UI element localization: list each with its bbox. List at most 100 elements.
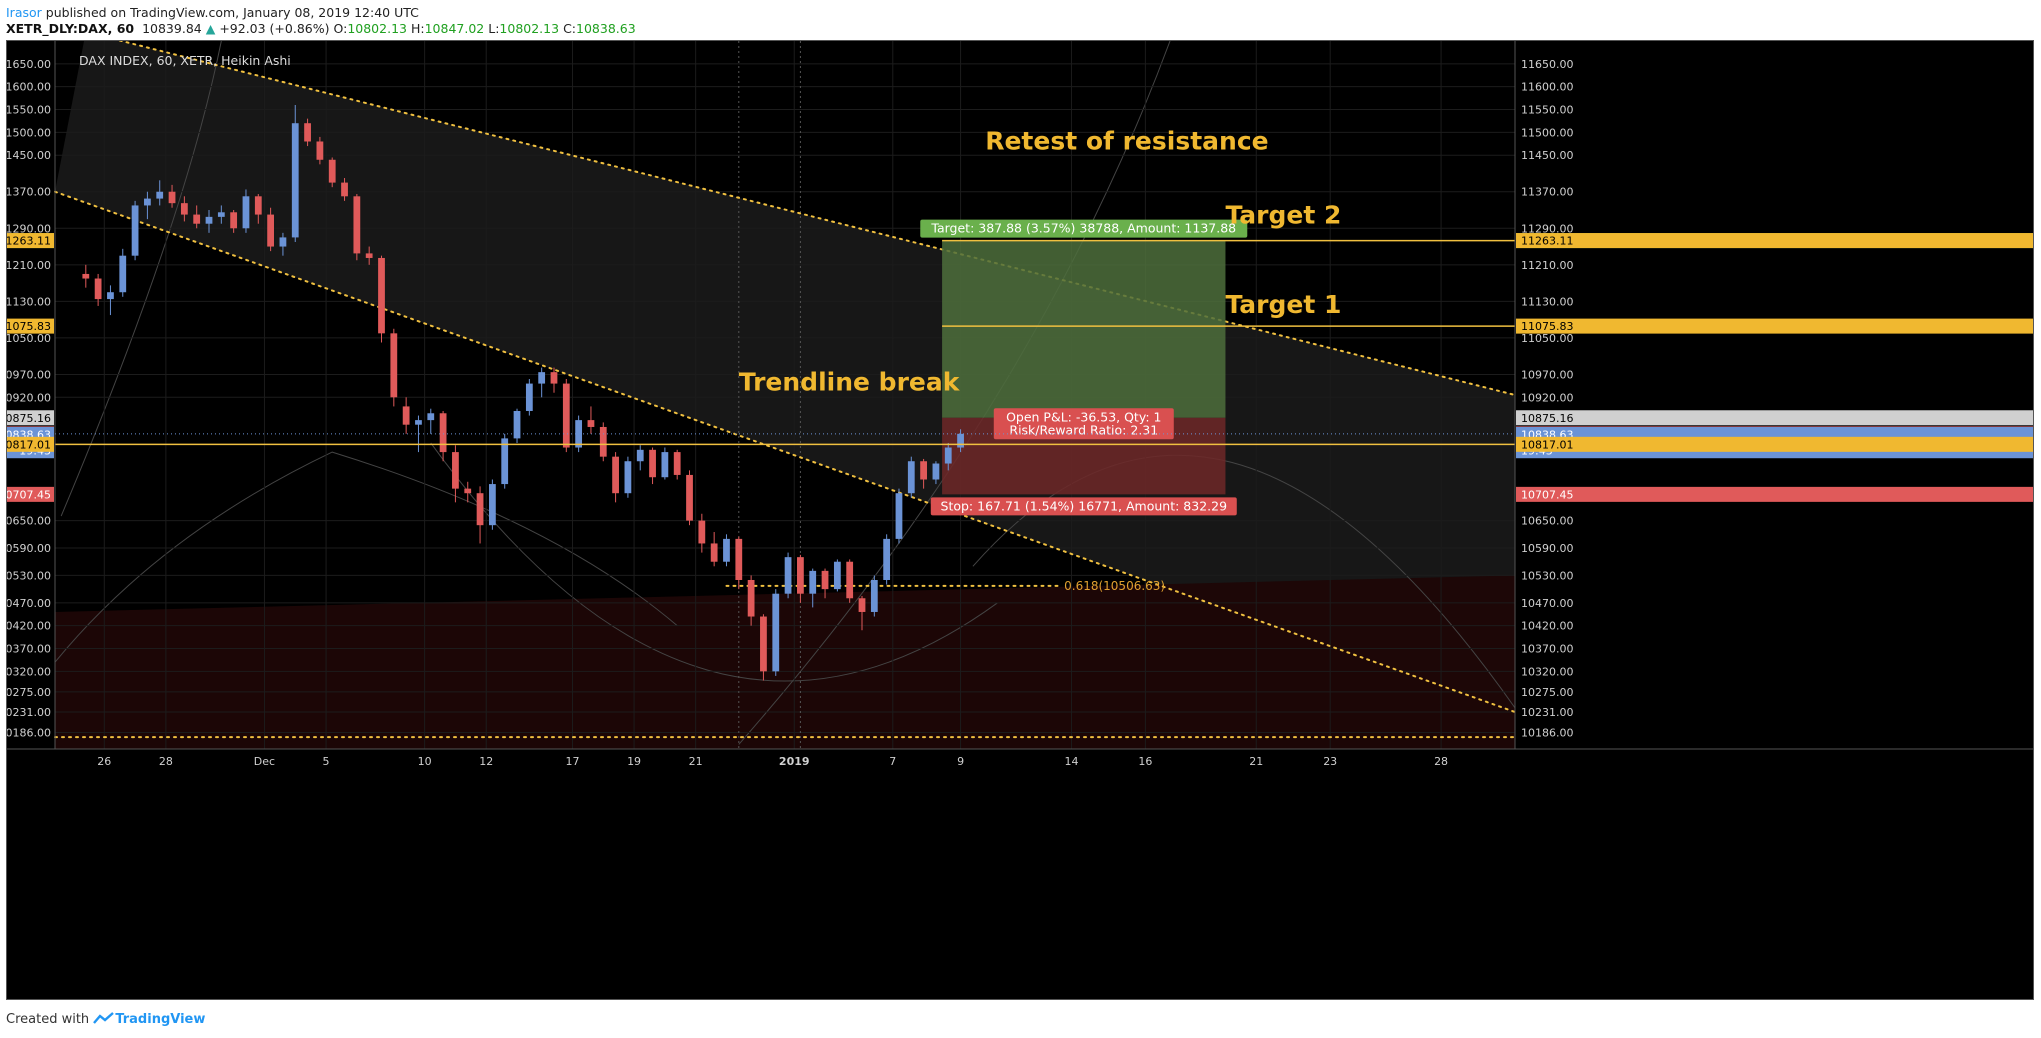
candle-body [809,570,817,594]
candle[interactable] [649,447,656,485]
candle[interactable] [316,136,324,165]
candle[interactable] [624,456,632,498]
trendline[interactable] [86,41,1516,396]
candle[interactable] [427,408,435,434]
candle[interactable] [735,536,743,590]
candle[interactable] [673,449,681,480]
price-chart[interactable]: 0.618(10506.63) Target: 387.88 (3.57%) 3… [7,41,2033,999]
candle[interactable] [353,194,361,261]
price-tag-text: 11075.83 [1521,320,1574,333]
target-label[interactable]: Target: 387.88 (3.57%) 38788, Amount: 11… [920,219,1248,238]
candle[interactable] [230,210,238,233]
candle[interactable] [304,118,311,147]
chart-header: Irasor published on TradingView.com, Jan… [0,0,2041,40]
candle[interactable] [328,157,336,188]
y-tick-label-right: 10275.00 [1521,686,1574,699]
candle[interactable] [760,614,767,681]
tradingview-brand[interactable]: TradingView [115,1012,206,1027]
trendline[interactable] [54,190,1516,714]
stop-label[interactable]: Stop: 167.71 (1.54%) 16771, Amount: 832.… [930,497,1237,516]
candle[interactable] [723,534,730,567]
candle[interactable] [402,397,410,434]
candle[interactable] [920,458,927,489]
candle[interactable] [846,559,854,603]
candle[interactable] [144,191,151,220]
candle[interactable] [747,575,755,626]
target-zone[interactable] [942,240,1226,418]
candle[interactable] [107,285,114,316]
candle[interactable] [698,513,706,553]
candle[interactable] [452,445,459,503]
fib-arc [430,442,998,682]
candle[interactable] [883,534,891,585]
y-tick-label-left: 10530.00 [7,569,51,582]
candle-body [723,538,730,562]
candle-body [378,257,385,334]
candle[interactable] [821,568,829,599]
candle[interactable] [131,200,139,261]
candle[interactable] [341,178,348,201]
candle[interactable] [439,410,447,462]
candle[interactable] [661,447,669,480]
candle[interactable] [254,194,262,224]
candle[interactable] [168,184,176,208]
candle[interactable] [94,273,102,306]
candle[interactable] [378,255,385,343]
candle[interactable] [365,246,373,265]
candle[interactable] [710,532,718,567]
chart-panel[interactable]: 0.618(10506.63) Target: 387.88 (3.57%) 3… [6,40,2034,1000]
candle[interactable] [809,568,817,608]
candle-body [390,333,398,398]
candle[interactable] [488,479,496,530]
candle[interactable] [599,422,607,462]
candle[interactable] [833,559,841,592]
candle-body [538,372,546,384]
author-link[interactable]: Irasor [6,5,42,20]
candle[interactable] [525,379,533,416]
candle[interactable] [686,470,693,526]
candle[interactable] [858,595,866,631]
candle[interactable] [784,552,792,599]
candle[interactable] [156,180,164,206]
candle[interactable] [291,104,299,242]
candle[interactable] [575,415,583,453]
candle[interactable] [944,442,952,471]
candle[interactable] [464,481,472,503]
candle[interactable] [562,379,570,453]
candle[interactable] [501,433,509,489]
candle[interactable] [957,429,964,453]
candle[interactable] [476,486,484,544]
annotation-text: Target 2 [1225,201,1341,230]
y-tick-label-right: 10530.00 [1521,569,1574,582]
candle[interactable] [797,554,804,603]
candle[interactable] [907,456,915,498]
candle[interactable] [538,367,546,398]
candle-body [612,456,619,494]
candle[interactable] [82,264,90,288]
candle[interactable] [587,406,595,434]
candle[interactable] [550,367,558,393]
candle[interactable] [119,248,127,297]
candle[interactable] [180,196,188,222]
candle[interactable] [415,415,422,453]
candle[interactable] [932,461,940,485]
candle[interactable] [217,205,225,224]
candle[interactable] [205,210,213,233]
pnl-label-text: Open P&L: -36.53, Qty: 1 [1006,409,1161,424]
candle[interactable] [279,232,287,256]
candle[interactable] [636,445,644,471]
candle[interactable] [870,575,878,617]
candle-body [920,461,927,480]
candle[interactable] [612,452,619,503]
candle[interactable] [390,328,398,407]
candle-body [636,449,644,462]
candle[interactable] [242,189,250,233]
candle[interactable] [513,408,521,443]
candle[interactable] [267,207,274,252]
candle[interactable] [895,488,903,544]
y-tick-label-left: 10275.00 [7,686,51,699]
candle[interactable] [772,589,780,676]
candle[interactable] [193,205,201,229]
candle-body [488,484,496,526]
